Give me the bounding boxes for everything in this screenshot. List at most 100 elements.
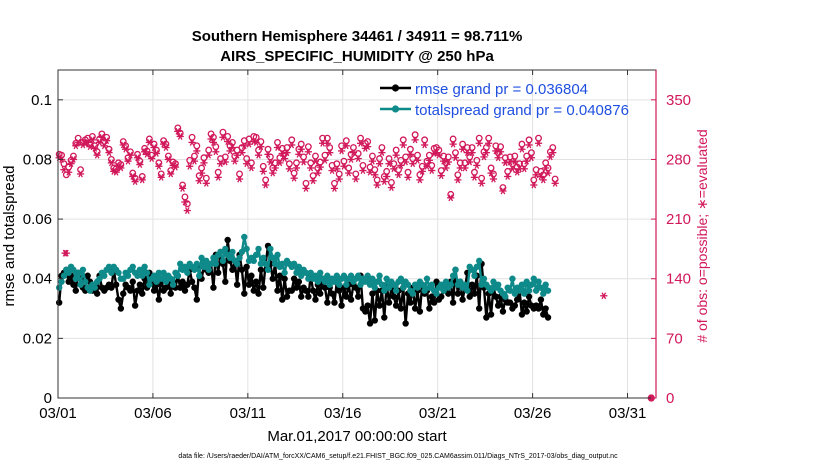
- series-point: [317, 290, 324, 297]
- possible-obs-marker: [285, 160, 293, 168]
- asterisk-stroke: [189, 138, 195, 146]
- asterisk-stroke: [400, 141, 406, 149]
- series-point: [309, 287, 317, 294]
- asterisk-stroke: [62, 249, 68, 257]
- series-point: [464, 287, 471, 294]
- asterisk-stroke: [289, 141, 295, 149]
- evaluated-obs-marker: [534, 139, 543, 147]
- possible-obs-marker: [221, 153, 229, 161]
- asterisk-stroke: [123, 145, 128, 153]
- series-point: [295, 263, 303, 270]
- series-point: [513, 296, 521, 303]
- series-point: [243, 245, 250, 253]
- series-point: [317, 269, 324, 276]
- evaluated-obs-marker: [470, 173, 479, 181]
- possible-obs-marker: [304, 143, 312, 151]
- evaluated-obs-marker: [544, 169, 552, 177]
- evaluated-obs-marker: [276, 159, 284, 167]
- series-point: [452, 266, 459, 273]
- asterisk-stroke: [317, 163, 323, 171]
- possible-obs-marker: [264, 145, 272, 153]
- series-point: [233, 260, 241, 268]
- asterisk-stroke: [410, 160, 416, 168]
- series-point: [269, 275, 276, 282]
- evaluated-obs-marker: [259, 167, 267, 175]
- series-point: [222, 278, 229, 285]
- possible-obs-marker: [349, 144, 357, 151]
- series-point: [347, 272, 355, 279]
- series-point: [167, 275, 174, 282]
- data-file-footer: data file: /Users/raeder/DAI/ATM_forcXX/…: [178, 453, 618, 460]
- asterisk-stroke: [336, 175, 342, 183]
- asterisk-stroke: [239, 149, 245, 157]
- evaluated-obs-marker: [368, 157, 377, 165]
- asterisk-stroke: [279, 150, 285, 157]
- asterisk-stroke: [158, 173, 164, 181]
- series-point: [241, 290, 248, 297]
- possible-obs-marker: [397, 156, 405, 164]
- asterisk-stroke: [443, 164, 449, 172]
- asterisk-stroke: [298, 145, 304, 153]
- evaluated-obs-marker: [482, 149, 490, 157]
- series-point: [120, 275, 127, 282]
- series-point: [383, 275, 390, 282]
- x-tick-label: 03/21: [419, 405, 457, 422]
- evaluated-obs-marker: [178, 184, 187, 192]
- series-point: [262, 260, 269, 268]
- asterisk-stroke: [393, 151, 399, 159]
- evaluated-obs-marker: [468, 149, 476, 157]
- evaluated-obs-marker: [525, 141, 533, 149]
- series-point: [238, 266, 246, 273]
- series-point: [205, 266, 212, 273]
- asterisk-stroke: [457, 164, 463, 172]
- asterisk-stroke: [154, 150, 159, 157]
- asterisk-stroke: [367, 168, 373, 176]
- possible-obs-marker: [468, 144, 476, 151]
- evaluated-obs-marker: [359, 167, 367, 174]
- series-point: [58, 278, 65, 285]
- series-point: [255, 245, 262, 253]
- series-point: [283, 293, 291, 300]
- asterisk-stroke: [545, 169, 551, 177]
- y-right-tick-label: 350: [666, 92, 691, 109]
- series-point: [115, 269, 122, 276]
- evaluated-obs-marker: [200, 159, 208, 167]
- possible-obs-marker: [357, 134, 365, 142]
- evaluated-obs-marker: [518, 145, 526, 153]
- asterisk-stroke: [472, 173, 477, 181]
- possible-obs-marker: [236, 170, 243, 178]
- y-right-tick-label: 0: [666, 390, 674, 407]
- evaluated-obs-marker: [385, 160, 393, 168]
- asterisk-stroke: [502, 159, 508, 167]
- possible-obs-marker: [478, 174, 486, 182]
- series-point: [167, 290, 174, 297]
- asterisk-stroke: [464, 149, 470, 157]
- evaluated-obs-marker: [323, 139, 331, 147]
- series-point: [362, 308, 369, 315]
- series-point: [454, 290, 462, 297]
- asterisk-stroke: [187, 162, 193, 170]
- asterisk-stroke: [438, 172, 444, 180]
- series-point: [471, 290, 478, 297]
- asterisk-stroke: [258, 143, 264, 151]
- possible-obs-marker: [274, 138, 281, 146]
- asterisk-stroke: [87, 143, 93, 151]
- evaluated-obs-marker: [122, 145, 130, 153]
- series-point: [200, 263, 208, 270]
- evaluated-obs-marker: [496, 148, 505, 156]
- series-point: [155, 269, 163, 276]
- asterisk-stroke: [230, 144, 235, 151]
- evaluated-obs-marker: [91, 144, 99, 152]
- asterisk-stroke: [213, 148, 219, 156]
- x-tick-label: 03/06: [134, 405, 172, 422]
- series-point: [136, 281, 144, 288]
- asterisk-stroke: [125, 157, 131, 165]
- evaluated-obs-marker: [394, 171, 403, 179]
- asterisk-stroke: [408, 150, 413, 158]
- series-point: [343, 281, 350, 288]
- evaluated-obs-marker: [300, 158, 308, 166]
- evaluated-obs-marker: [183, 207, 191, 215]
- evaluated-obs-marker: [340, 162, 348, 170]
- series-point: [333, 272, 341, 279]
- series-point: [494, 302, 502, 309]
